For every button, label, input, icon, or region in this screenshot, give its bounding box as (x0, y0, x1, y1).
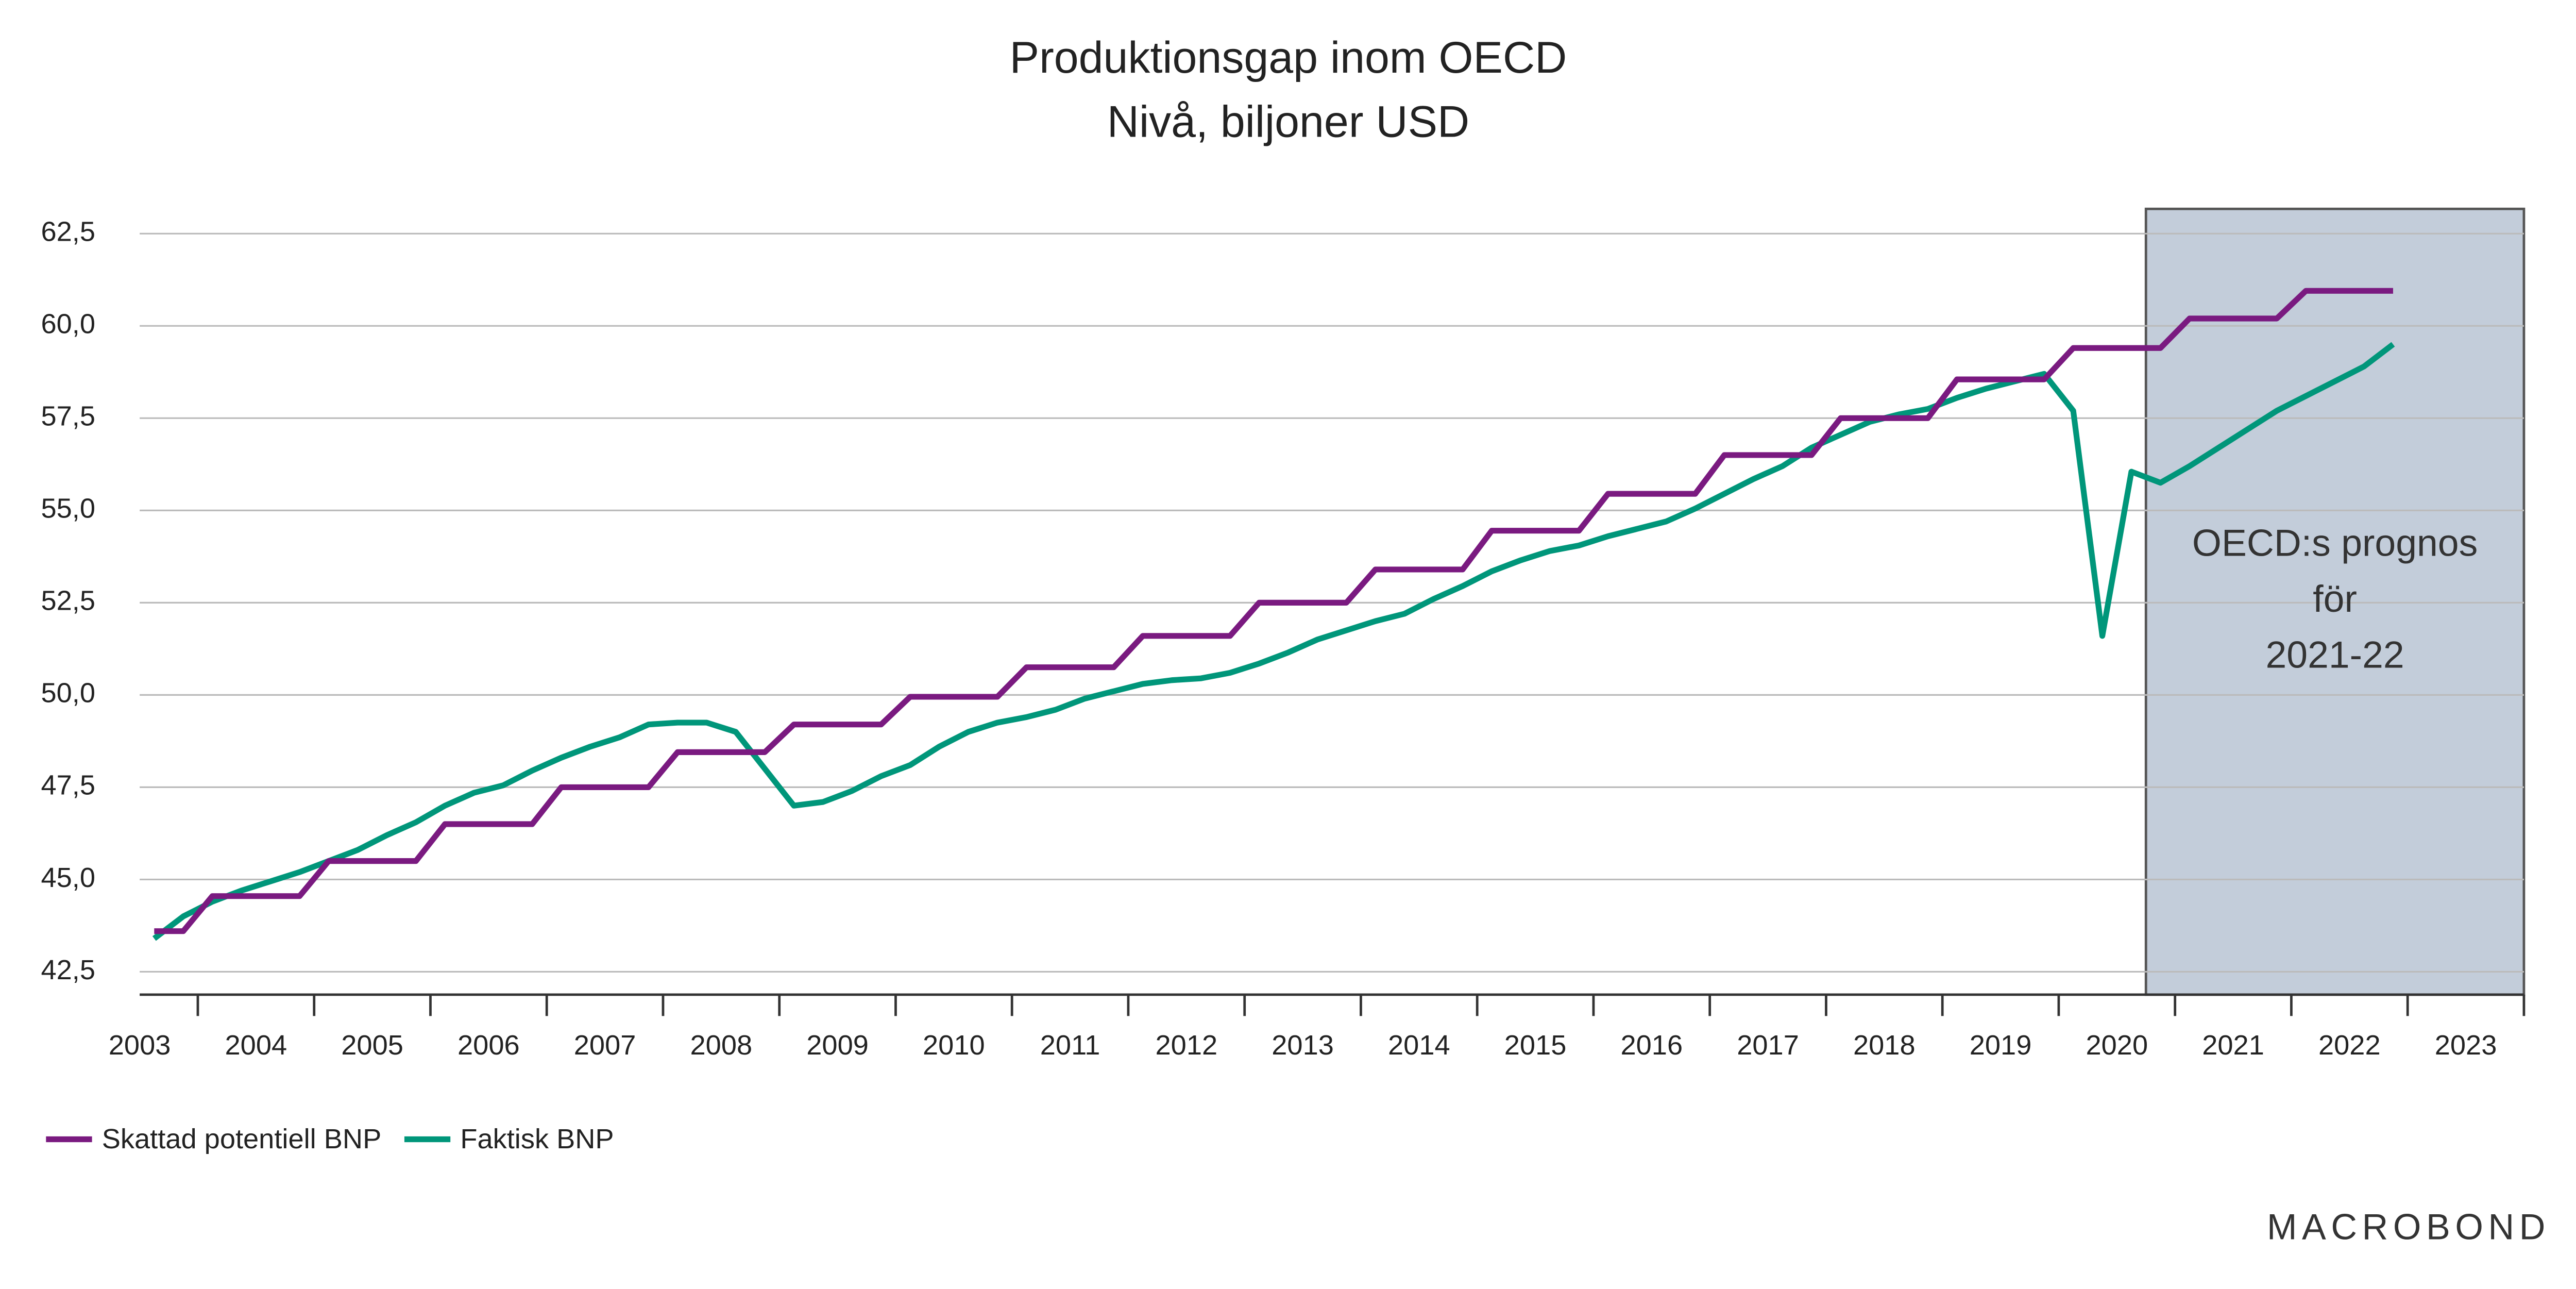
chart-title: Produktionsgap inom OECD (1010, 33, 1567, 82)
x-tick-label: 2011 (1040, 1030, 1100, 1061)
x-tick-label: 2018 (1853, 1030, 1916, 1061)
x-tick-label: 2013 (1272, 1030, 1334, 1061)
y-tick-label: 42,5 (41, 955, 95, 985)
forecast-annotation: för (2313, 578, 2357, 620)
x-tick-label: 2015 (1504, 1030, 1567, 1061)
data-line (152, 342, 2395, 941)
y-tick-label: 55,0 (41, 493, 95, 524)
x-tick-label: 2017 (1737, 1030, 1799, 1061)
x-tick-label: 2003 (109, 1030, 171, 1061)
x-tick-label: 2019 (1970, 1030, 2032, 1061)
x-tick-label: 2014 (1388, 1030, 1450, 1061)
y-tick-label: 45,0 (41, 862, 95, 893)
x-tick-label: 2006 (457, 1030, 520, 1061)
y-tick-label: 62,5 (41, 216, 95, 247)
x-tick-label: 2023 (2435, 1030, 2497, 1061)
x-tick-label: 2007 (574, 1030, 636, 1061)
y-tick-label: 47,5 (41, 770, 95, 801)
y-tick-label: 57,5 (41, 401, 95, 432)
x-tick-label: 2008 (690, 1030, 753, 1061)
forecast-annotation: 2021-22 (2266, 633, 2404, 676)
x-tick-label: 2016 (1621, 1030, 1683, 1061)
x-tick-label: 2020 (2086, 1030, 2148, 1061)
y-tick-label: 50,0 (41, 678, 95, 709)
y-tick-label: 60,0 (41, 309, 95, 340)
x-tick-label: 2022 (2318, 1030, 2381, 1061)
x-tick-label: 2010 (923, 1030, 985, 1061)
data-line (154, 288, 2393, 934)
forecast-region (2144, 207, 2526, 996)
x-tick-label: 2005 (341, 1030, 403, 1061)
legend-label: Faktisk BNP (460, 1124, 614, 1154)
source-logo: MACROBOND (2267, 1206, 2550, 1247)
x-tick-label: 2004 (225, 1030, 287, 1061)
x-tick-label: 2021 (2202, 1030, 2264, 1061)
legend-label: Skattad potentiell BNP (102, 1124, 382, 1154)
x-tick-label: 2012 (1156, 1030, 1218, 1061)
forecast-annotation: OECD:s prognos (2192, 522, 2478, 564)
y-tick-label: 52,5 (41, 585, 95, 616)
x-tick-label: 2009 (806, 1030, 869, 1061)
chart-subtitle: Nivå, biljoner USD (1107, 97, 1469, 146)
